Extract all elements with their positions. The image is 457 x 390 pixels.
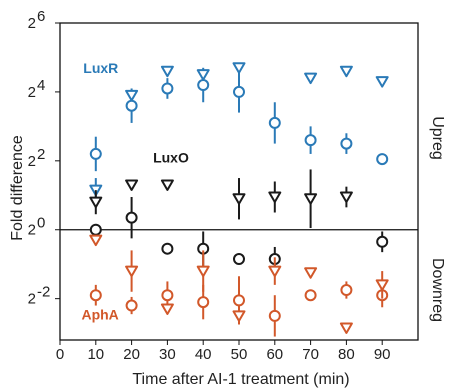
y-tick-label: 2 [28, 222, 36, 239]
x-tick-label: 80 [338, 346, 355, 363]
luxr-circle-point [376, 153, 389, 166]
x-tick-label: 60 [266, 346, 283, 363]
x-tick-label: 10 [87, 346, 104, 363]
luxr-circle-point [89, 147, 102, 160]
luxo-circle-point [161, 242, 174, 255]
y-tick-label: 2 [28, 291, 36, 308]
apha-triangle-point [375, 279, 389, 291]
apha-triangle-point [196, 265, 210, 278]
upreg-label: Upreg [429, 116, 446, 160]
apha-circle-point [233, 294, 245, 307]
apha-circle-point [340, 284, 353, 297]
y-axis: 2 62 42 22 02 -2 [28, 8, 60, 308]
luxo-series-label: LuxO [153, 150, 189, 166]
luxr-series-label: LuxR [83, 60, 118, 76]
luxo-circle-point [89, 223, 102, 236]
apha-circle-point [125, 299, 138, 312]
luxr-triangle-point [304, 72, 318, 85]
apha-circle-point [197, 296, 210, 309]
luxo-triangle-point [268, 191, 282, 204]
luxr-circle-point [197, 79, 210, 92]
apha-triangle-point [125, 265, 139, 278]
luxo-circle-point [376, 235, 389, 248]
apha-triangle-point [304, 267, 318, 279]
y-tick-label: 2 [28, 153, 36, 170]
apha-circle-point [304, 289, 317, 302]
apha-triangle-point [89, 234, 103, 247]
apha-circle-point [268, 309, 281, 322]
luxr-triangle-point [160, 65, 174, 78]
x-tick-label: 50 [231, 346, 248, 363]
x-axis-title: Time after AI-1 treatment (min) [132, 371, 349, 388]
x-tick-label: 20 [123, 346, 140, 363]
luxo-triangle-point [125, 179, 139, 191]
apha-series-label: AphA [81, 306, 118, 322]
y-axis-title: Fold difference [9, 135, 26, 241]
y-tick-exponent: 2 [37, 146, 45, 163]
series-labels: LuxR LuxO AphA [81, 60, 188, 322]
luxr-triangle-point [375, 76, 389, 88]
apha-triangle-point [232, 310, 246, 322]
luxo-circle-point [233, 253, 245, 266]
x-tick-label: 70 [302, 346, 319, 363]
luxo-triangle-point [160, 179, 174, 191]
luxr-circle-point [268, 116, 281, 129]
luxo-triangle-point [89, 196, 103, 209]
downreg-label: Downreg [429, 258, 446, 322]
x-axis: 0 10 20 30 40 50 60 70 80 90 [56, 340, 391, 363]
y-tick-exponent: 6 [37, 8, 45, 25]
x-tick-label: 0 [56, 346, 64, 363]
luxr-circle-point [125, 99, 138, 112]
luxr-circle-point [340, 137, 353, 150]
luxo-triangle-point [232, 193, 246, 205]
x-tick-label: 30 [159, 346, 176, 363]
data-marks [89, 62, 389, 337]
apha-circle-point [89, 289, 102, 302]
apha-circle-point [161, 289, 174, 302]
y-tick-label: 2 [28, 15, 36, 32]
apha-triangle-point [160, 303, 174, 315]
apha-triangle-point [268, 265, 282, 278]
apha-triangle-point [339, 322, 353, 334]
luxr-triangle-point [339, 65, 353, 78]
luxo-circle-point [125, 211, 138, 224]
luxr-triangle-point [196, 69, 210, 81]
x-tick-label: 90 [374, 346, 391, 363]
luxr-circle-point [161, 82, 174, 95]
y-tick-exponent: 4 [37, 77, 45, 94]
y-tick-exponent: -2 [37, 284, 50, 301]
luxr-triangle-point [125, 89, 139, 102]
x-tick-label: 40 [195, 346, 212, 363]
luxr-circle-point [233, 85, 245, 98]
luxo-triangle-point [304, 193, 318, 205]
luxo-triangle-point [339, 191, 353, 204]
y-tick-label: 2 [28, 84, 36, 101]
luxr-circle-point [304, 134, 317, 147]
luxr-triangle-point [232, 62, 246, 74]
y-tick-exponent: 0 [37, 215, 45, 232]
